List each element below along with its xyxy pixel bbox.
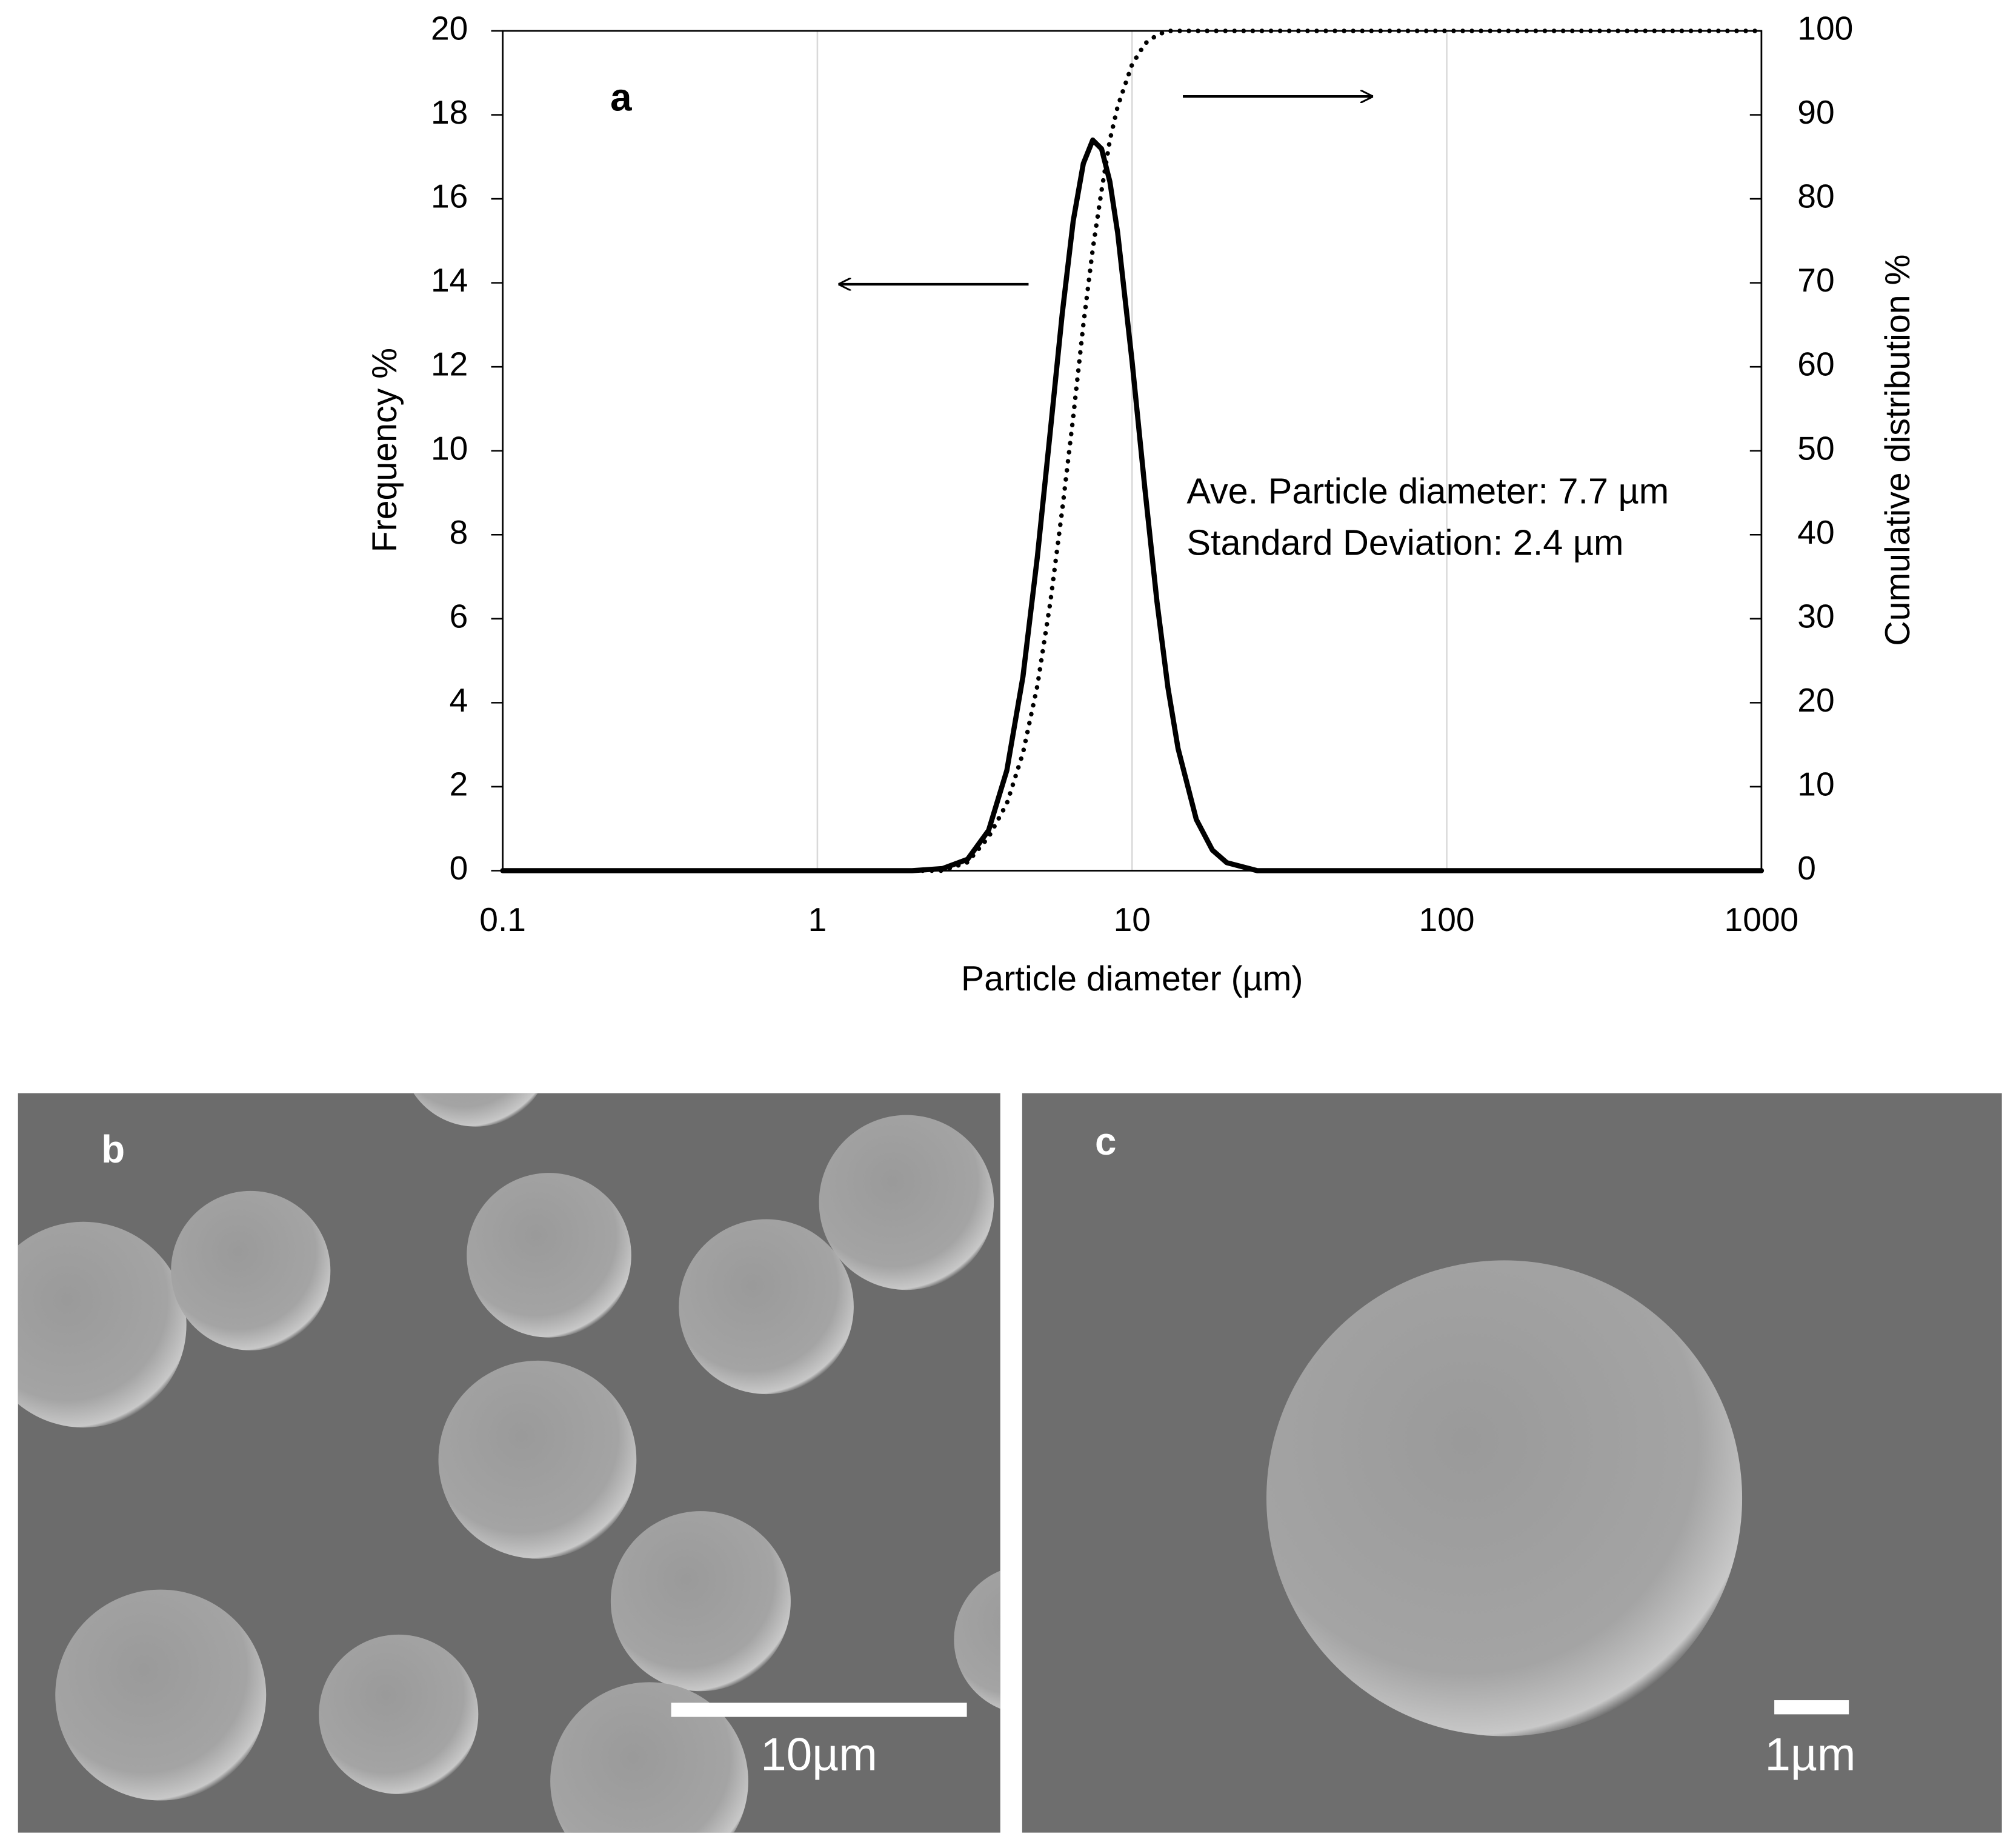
y2-tick-label: 80 [1797, 178, 1834, 215]
y2-tick-label: 60 [1797, 345, 1834, 383]
scale-bar [1774, 1700, 1849, 1715]
particles [1266, 1260, 1743, 1737]
series-line [500, 137, 1765, 873]
particle [171, 1190, 331, 1350]
x-axis-label: Particle diameter (µm) [961, 959, 1303, 998]
y-tick-label: 0 [450, 849, 468, 887]
y-tick-label: 18 [431, 93, 468, 131]
particle [679, 1219, 854, 1395]
particle [819, 1115, 994, 1290]
panel-label: b [101, 1128, 125, 1171]
particle [18, 1221, 187, 1428]
y2-tick-label: 20 [1797, 681, 1834, 719]
particle [610, 1511, 791, 1692]
y2-tick-label: 10 [1797, 766, 1834, 803]
panel-label: a [610, 76, 632, 119]
y-tick-label: 14 [431, 261, 468, 299]
x-tick-label: 1 [808, 901, 827, 938]
y-tick-label: 12 [431, 345, 468, 383]
y-tick-label: 8 [450, 513, 468, 551]
panel-label: c [1095, 1120, 1116, 1163]
particle [413, 1093, 538, 1127]
x-tick-label: 0.1 [479, 901, 526, 938]
y-tick-label: 4 [450, 681, 468, 719]
y2-tick-label: 0 [1797, 849, 1816, 887]
particle [1266, 1260, 1743, 1737]
particle [55, 1589, 267, 1801]
y2-tick-label: 50 [1797, 429, 1834, 467]
y-tick-label: 2 [450, 766, 468, 803]
chart: 0.1 1 10 100 1000 0 2 4 6 8 10 12 14 16 18 20 0 10 20 30 40 5… [365, 10, 1917, 999]
particle [467, 1173, 631, 1338]
panel-c: c 1µm [1022, 1093, 2002, 1833]
y2-tick-label: 40 [1797, 513, 1834, 551]
x-tick-label: 1000 [1725, 901, 1799, 938]
y-tick-label: 10 [431, 429, 468, 467]
x-tick-label: 10 [1114, 901, 1151, 938]
x-tick-label: 100 [1419, 901, 1475, 938]
y2-tick-label: 30 [1797, 597, 1834, 635]
scale-bar [671, 1703, 967, 1717]
y-tick-label: 6 [450, 597, 468, 635]
y-tick-label: 16 [431, 178, 468, 215]
annotation: Standard Deviation: 2.4 µm [1186, 522, 1623, 562]
plot-frame [502, 30, 1763, 872]
y-axis-label: Frequency % [365, 348, 404, 552]
series-line [500, 28, 1764, 873]
y-tick-label: 20 [431, 10, 468, 47]
particles [18, 1093, 1000, 1833]
particle [954, 1570, 1000, 1709]
y2-tick-label: 70 [1797, 261, 1834, 299]
annotation: Ave. Particle diameter: 7.7 µm [1186, 470, 1669, 511]
scale-bar-label: 10µm [760, 1729, 877, 1781]
particle [319, 1634, 479, 1794]
particle [550, 1682, 748, 1833]
particle [438, 1360, 637, 1559]
scale-bar-label: 1µm [1765, 1729, 1855, 1781]
y2-tick-label: 90 [1797, 93, 1834, 131]
panel-b: b 10µm [18, 1093, 1000, 1833]
y2-tick-label: 100 [1797, 10, 1853, 47]
y2-axis-label: Cumulative distribution % [1878, 255, 1917, 646]
